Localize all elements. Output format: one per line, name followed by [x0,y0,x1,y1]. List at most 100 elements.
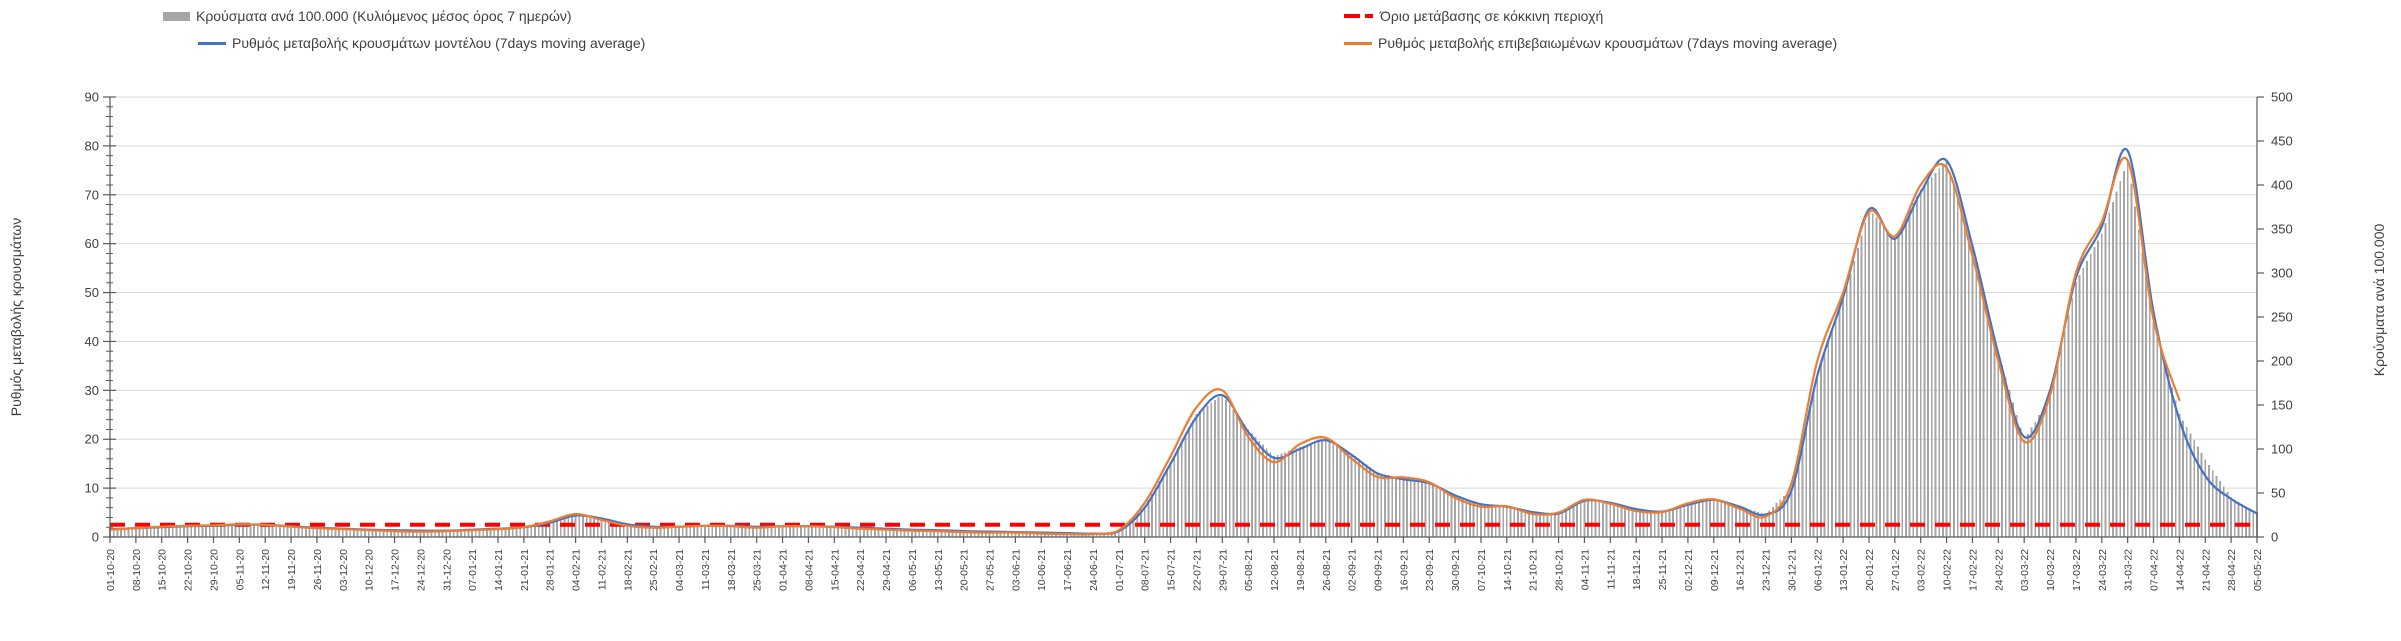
svg-text:22-04-21: 22-04-21 [855,549,867,591]
svg-text:400: 400 [2271,178,2293,193]
svg-text:09-09-21: 09-09-21 [1373,549,1385,591]
svg-text:07-04-22: 07-04-22 [2149,549,2161,591]
svg-text:31-03-22: 31-03-22 [2123,549,2135,591]
svg-text:11-11-21: 11-11-21 [1605,549,1617,590]
svg-text:28-01-21: 28-01-21 [545,549,557,591]
svg-text:07-01-21: 07-01-21 [467,549,479,591]
svg-text:15-07-21: 15-07-21 [1166,549,1178,591]
svg-text:05-08-21: 05-08-21 [1243,549,1255,591]
svg-text:70: 70 [85,187,99,202]
svg-text:28-10-21: 28-10-21 [1554,549,1566,591]
svg-text:07-10-21: 07-10-21 [1476,549,1488,591]
svg-text:10-06-21: 10-06-21 [1036,549,1048,591]
blue-line-swatch-icon [198,41,226,45]
svg-text:150: 150 [2271,398,2293,413]
svg-text:18-02-21: 18-02-21 [622,549,634,591]
svg-text:40: 40 [85,334,99,349]
svg-text:25-03-21: 25-03-21 [752,549,764,591]
svg-text:19-11-20: 19-11-20 [286,549,298,590]
svg-text:01-07-21: 01-07-21 [1114,549,1126,591]
svg-text:03-03-22: 03-03-22 [2019,549,2031,591]
svg-text:20-05-21: 20-05-21 [959,549,971,591]
legend-item-confirmed-rate: Ρυθμός μεταβολής επιβεβαιωμένων κρουσμάτ… [1344,33,1837,53]
legend-label-cases-per-100k: Κρούσματα ανά 100.000 (Κυλιόμενος μέσος … [196,8,572,24]
svg-text:50: 50 [85,285,99,300]
svg-text:03-06-21: 03-06-21 [1010,549,1022,591]
svg-text:08-07-21: 08-07-21 [1140,549,1152,591]
svg-text:26-11-20: 26-11-20 [312,549,324,590]
svg-text:21-01-21: 21-01-21 [519,549,531,591]
svg-text:14-01-21: 14-01-21 [493,549,505,591]
svg-text:18-11-21: 18-11-21 [1631,549,1643,590]
svg-text:15-10-20: 15-10-20 [157,549,169,591]
legend-label-model-rate: Ρυθμός μεταβολής κρουσμάτων μοντέλου (7d… [232,35,646,51]
svg-text:03-02-22: 03-02-22 [1916,549,1928,591]
svg-text:20: 20 [85,432,99,447]
svg-text:05-05-22: 05-05-22 [2252,549,2264,591]
svg-text:03-12-20: 03-12-20 [338,549,350,591]
svg-text:08-10-20: 08-10-20 [131,549,143,591]
svg-text:18-03-21: 18-03-21 [726,549,738,591]
svg-text:19-08-21: 19-08-21 [1295,549,1307,591]
svg-text:30-12-21: 30-12-21 [1786,549,1798,591]
svg-text:100: 100 [2271,442,2293,457]
svg-text:10: 10 [85,481,99,496]
svg-text:30-09-21: 30-09-21 [1450,549,1462,591]
svg-text:24-02-22: 24-02-22 [1993,549,2005,591]
svg-text:02-09-21: 02-09-21 [1347,549,1359,591]
svg-text:17-06-21: 17-06-21 [1062,549,1074,591]
svg-text:12-08-21: 12-08-21 [1269,549,1281,591]
svg-text:300: 300 [2271,266,2293,281]
svg-text:60: 60 [85,236,99,251]
svg-text:50: 50 [2271,486,2285,501]
svg-text:250: 250 [2271,310,2293,325]
svg-text:17-12-20: 17-12-20 [390,549,402,591]
svg-text:14-04-22: 14-04-22 [2174,549,2186,591]
svg-text:450: 450 [2271,134,2293,149]
svg-text:06-01-22: 06-01-22 [1812,549,1824,591]
svg-text:29-10-20: 29-10-20 [208,549,220,591]
svg-text:27-05-21: 27-05-21 [984,549,996,591]
svg-text:24-03-22: 24-03-22 [2097,549,2109,591]
svg-text:11-03-21: 11-03-21 [700,549,712,590]
svg-text:05-11-20: 05-11-20 [234,549,246,590]
svg-text:80: 80 [85,138,99,153]
svg-text:24-06-21: 24-06-21 [1088,549,1100,591]
svg-text:90: 90 [85,90,99,105]
svg-text:11-02-21: 11-02-21 [596,549,608,590]
svg-text:31-12-20: 31-12-20 [441,549,453,591]
legend-item-cases-per-100k: Κρούσματα ανά 100.000 (Κυλιόμενος μέσος … [163,6,572,26]
svg-text:04-03-21: 04-03-21 [674,549,686,591]
orange-line-swatch-icon [1344,41,1372,45]
svg-text:01-04-21: 01-04-21 [778,549,790,591]
svg-text:500: 500 [2271,90,2293,105]
svg-text:17-03-22: 17-03-22 [2071,549,2083,591]
svg-text:25-02-21: 25-02-21 [648,549,660,591]
svg-text:08-04-21: 08-04-21 [803,549,815,591]
svg-text:06-05-21: 06-05-21 [907,549,919,591]
legend-label-confirmed-rate: Ρυθμός μεταβολής επιβεβαιωμένων κρουσμάτ… [1378,35,1838,51]
svg-text:25-11-21: 25-11-21 [1657,549,1669,590]
svg-text:10-02-22: 10-02-22 [1942,549,1954,591]
svg-text:29-04-21: 29-04-21 [881,549,893,591]
svg-text:27-01-22: 27-01-22 [1890,549,1902,591]
svg-text:23-09-21: 23-09-21 [1424,549,1436,591]
svg-text:16-09-21: 16-09-21 [1398,549,1410,591]
svg-text:21-04-22: 21-04-22 [2200,549,2212,591]
svg-text:26-08-21: 26-08-21 [1321,549,1333,591]
svg-text:14-10-21: 14-10-21 [1502,549,1514,591]
svg-text:04-02-21: 04-02-21 [571,549,583,591]
threshold-dash-swatch-icon [1344,13,1374,19]
svg-text:29-07-21: 29-07-21 [1217,549,1229,591]
svg-text:23-12-21: 23-12-21 [1761,549,1773,591]
svg-text:10-12-20: 10-12-20 [364,549,376,591]
svg-text:0: 0 [2271,530,2278,545]
svg-text:200: 200 [2271,354,2293,369]
svg-text:22-10-20: 22-10-20 [183,549,195,591]
svg-text:16-12-21: 16-12-21 [1735,549,1747,591]
svg-text:30: 30 [85,383,99,398]
svg-text:20-01-22: 20-01-22 [1864,549,1876,591]
svg-text:12-11-20: 12-11-20 [260,549,272,590]
